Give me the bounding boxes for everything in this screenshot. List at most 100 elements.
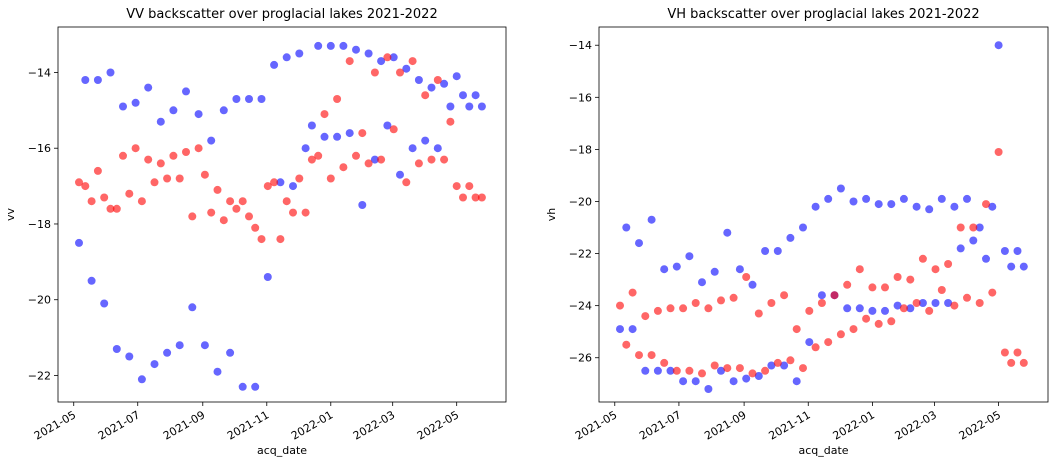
vv-series-1-point — [112, 204, 121, 213]
vv-series-1-point — [358, 129, 367, 138]
vv-series-0-point — [251, 382, 260, 391]
vh-series-0-point — [717, 366, 725, 375]
vv-series-1-point — [163, 174, 172, 183]
vh-series-0-point — [836, 184, 845, 193]
vh-series-1-point — [628, 288, 637, 297]
vv-series-1-point — [87, 197, 96, 206]
vv-series-1-point — [433, 76, 442, 84]
vv-series-0-point — [144, 83, 153, 92]
vh-series-0-point — [691, 377, 700, 386]
vv-series-0-point — [383, 121, 392, 130]
vv-series-1-point — [219, 216, 228, 225]
vv-series-0-point — [358, 201, 367, 209]
vv-series-0-point — [175, 341, 184, 350]
vv-series-1-point — [131, 144, 140, 153]
vh-series-0-point — [679, 377, 688, 386]
vh-series-0-point — [912, 202, 921, 211]
vv-series-0-point — [169, 106, 178, 115]
vh-series-1-point — [672, 366, 681, 375]
vv-series-0-point — [377, 57, 386, 66]
vh-series-1-point — [685, 366, 694, 375]
vh-series-0-point — [824, 194, 833, 203]
vh-series-0-point — [862, 194, 871, 203]
vv-series-1-point — [289, 208, 297, 217]
vv-series-1-point — [119, 151, 127, 160]
vh-series-1-point — [988, 288, 997, 297]
vv-series-0-point — [301, 144, 310, 153]
vh-series-1-point — [729, 293, 738, 302]
vv-series-0-point — [125, 352, 134, 361]
vv-series-1-point — [238, 197, 247, 206]
vv-series-0-point — [465, 102, 474, 111]
vh-series-1-point — [944, 260, 953, 268]
vh-series-0-point — [881, 306, 889, 315]
vh-series-1-point — [792, 325, 801, 334]
vh-series-0-point — [767, 361, 776, 370]
vv-series-0-point — [289, 182, 297, 191]
vh-series-0-point — [1007, 262, 1016, 271]
vv-series-1-point — [156, 159, 165, 168]
vh-series-0-point — [672, 262, 681, 271]
vv-series-0-point — [112, 345, 121, 353]
vh-series-0-point — [982, 254, 990, 263]
vv-series-1-point — [245, 212, 253, 221]
vh-series-1-point — [950, 301, 959, 310]
vh-y-axis-label: vh — [545, 208, 558, 222]
vh-series-0-point — [963, 194, 971, 203]
vv-series-1-point — [314, 151, 323, 160]
vv-series-0-point — [452, 72, 461, 81]
vv-series-1-point — [421, 91, 430, 100]
vv-series-1-point — [477, 193, 486, 202]
vv-y-tick-label: −18 — [28, 218, 51, 231]
vh-series-1-point — [906, 275, 915, 284]
vv-series-0-point — [339, 41, 348, 50]
vv-series-1-point — [144, 155, 153, 164]
vh-y-tick-label: −22 — [569, 248, 592, 261]
vv-series-1-point — [150, 178, 159, 187]
vh-series-1-point — [811, 343, 820, 352]
vv-series-1-point — [226, 197, 235, 206]
vv-series-0-point — [270, 60, 279, 69]
vh-series-0-point — [628, 325, 637, 334]
vv-series-0-point — [320, 132, 329, 141]
vv-series-1-point — [307, 155, 316, 164]
vv-series-1-point — [345, 57, 354, 66]
vv-series-1-point — [169, 151, 178, 160]
vv-series-0-point — [93, 76, 102, 84]
vh-series-0-point — [622, 223, 631, 232]
vh-series-0-point — [994, 41, 1003, 50]
vv-series-1-point — [440, 155, 449, 164]
vh-series-1-point — [780, 291, 789, 300]
vh-series-1-point — [931, 265, 940, 274]
vv-series-1-point — [320, 110, 329, 119]
vv-series-0-point — [276, 178, 285, 187]
vh-series-1-point — [836, 330, 845, 339]
vh-series-0-point — [729, 377, 738, 386]
vh-series-1-point — [868, 283, 877, 292]
vv-series-0-point — [295, 49, 304, 58]
vh-series-1-point — [653, 306, 662, 315]
vv-series-1-point — [251, 223, 260, 232]
vh-series-0-point — [742, 374, 751, 383]
vv-series-1-point — [194, 144, 203, 153]
vv-y-axis-label: vv — [4, 208, 17, 222]
vh-series-1-point — [767, 299, 776, 307]
vh-series-1-point — [843, 280, 852, 289]
vh-series-0-point — [748, 280, 757, 289]
vv-series-0-point — [219, 106, 228, 115]
vh-series-1-point — [660, 358, 669, 367]
vv-series-1-point — [125, 189, 134, 198]
vv-series-1-point — [257, 235, 266, 244]
vv-series-0-point — [119, 102, 127, 111]
vh-series-1-point — [723, 364, 732, 373]
vh-series-1-point — [925, 306, 934, 315]
vv-series-1-point — [75, 178, 83, 187]
vh-series-0-point — [906, 304, 915, 313]
vh-series-0-point — [660, 265, 669, 274]
vh-series-1-point — [805, 306, 814, 315]
vh-series-1-point — [855, 265, 864, 274]
vh-series-0-point — [944, 299, 953, 307]
vh-series-1-point — [912, 299, 921, 307]
